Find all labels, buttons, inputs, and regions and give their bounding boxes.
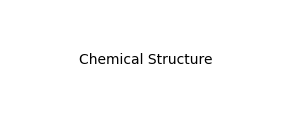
Text: Chemical Structure: Chemical Structure (79, 53, 213, 67)
